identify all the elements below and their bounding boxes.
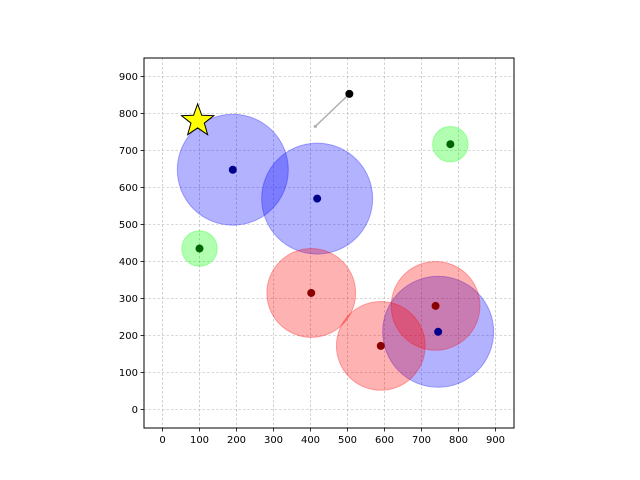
y-tick-label: 100 [119,368,138,379]
y-tick-label: 400 [119,257,138,268]
x-tick-label: 100 [190,435,209,446]
point-dark-blue [313,194,322,203]
point-dark-green [446,140,455,149]
agent-point [345,89,354,98]
x-tick-label: 600 [375,435,394,446]
x-tick-label: 400 [301,435,320,446]
y-tick-label: 600 [119,183,138,194]
y-tick-label: 800 [119,109,138,120]
center-points [195,140,455,350]
point-dark-blue [434,327,443,336]
grid [144,58,514,428]
agent [313,89,354,129]
x-tick-label: 500 [338,435,357,446]
point-dark-red [376,341,385,350]
point-dark-red [431,301,440,310]
x-tick-label: 800 [449,435,468,446]
x-tick-label: 900 [486,435,505,446]
point-dark-green [195,244,204,253]
y-tick-label: 300 [119,294,138,305]
x-tick-label: 200 [227,435,246,446]
x-tick-label: 700 [412,435,431,446]
y-tick-label: 0 [132,405,138,416]
y-tick-label: 200 [119,331,138,342]
point-dark-red [307,288,316,297]
y-tick-label: 700 [119,146,138,157]
goal-star [180,102,216,136]
y-tick-label: 900 [119,72,138,83]
x-tick-label: 300 [264,435,283,446]
star-marker [180,102,216,136]
y-tick-label: 500 [119,220,138,231]
point-dark-blue [228,165,237,174]
x-axis: 0 100 200 300 400 500 600 700 800 900 [159,428,505,446]
agent-trail-start [313,124,317,129]
x-tick-label: 0 [159,435,165,446]
agent-trail [314,93,350,127]
y-axis: 0 100 200 300 400 500 600 700 800 900 [119,72,144,416]
plot-frame [143,57,515,429]
